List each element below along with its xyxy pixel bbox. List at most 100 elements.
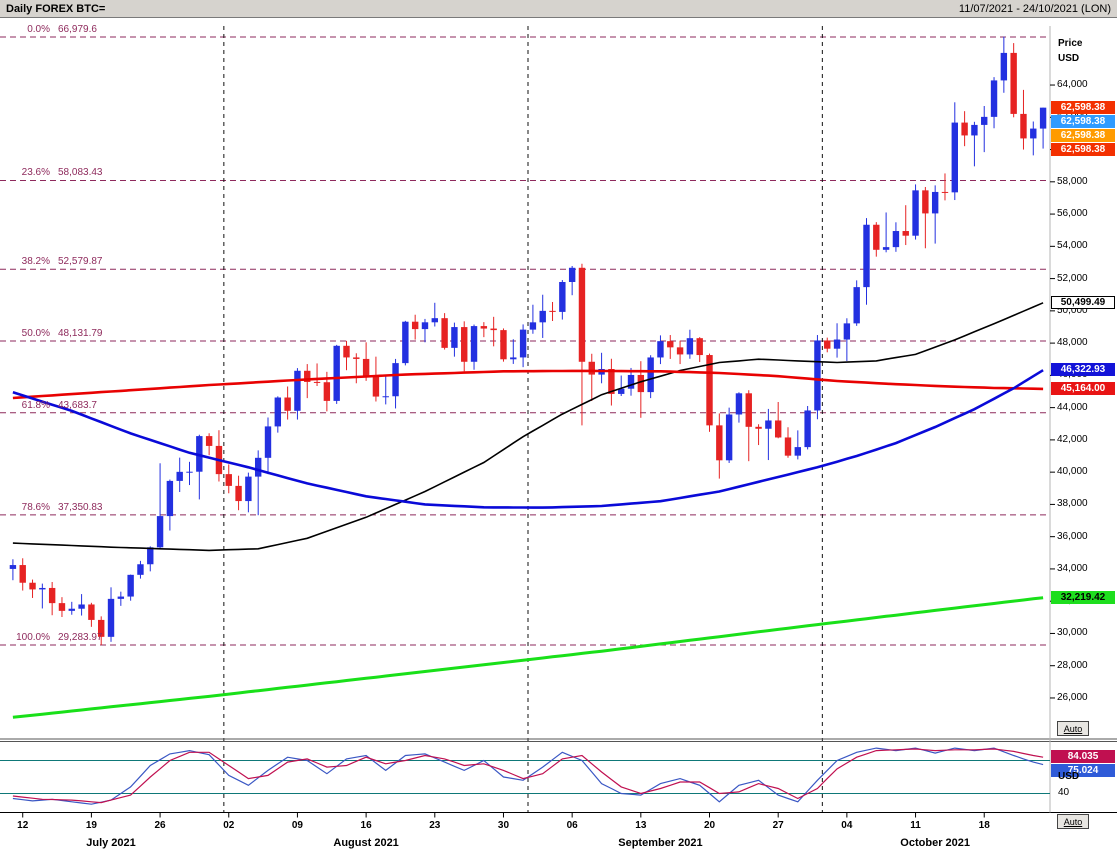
candle-down [48, 587, 56, 604]
ma-line-red [12, 369, 1044, 400]
candle-up [294, 370, 301, 411]
candle-up [735, 393, 743, 415]
candle-down [873, 224, 880, 250]
candle-up [166, 480, 174, 517]
candle-up [402, 321, 409, 364]
candle-up [137, 564, 144, 575]
candle-up [127, 574, 134, 597]
candle-up [931, 191, 939, 214]
candle-up [990, 80, 998, 117]
candle-up [176, 471, 183, 481]
candle-down [961, 122, 968, 136]
chart-title: Daily FOREX BTC= [6, 2, 106, 15]
candle-up [539, 310, 546, 323]
candle-up [1039, 107, 1047, 129]
candle-down [490, 328, 497, 331]
candle-up [519, 329, 527, 358]
oscillator-panel-auto-button[interactable]: Auto [1057, 814, 1089, 829]
candle-down [588, 361, 595, 375]
candle-up [618, 388, 625, 394]
candle-down [696, 338, 703, 356]
candle-up [254, 457, 262, 477]
candle-down [362, 358, 370, 377]
candle-down [1020, 113, 1027, 139]
candle-up [392, 363, 399, 397]
candle-up [804, 410, 811, 448]
candle-up [794, 447, 802, 456]
ma-line-green [12, 596, 1044, 719]
candle-up [647, 357, 654, 393]
price-axis-unit: USD [1058, 53, 1080, 64]
candle-down [500, 330, 507, 360]
price-axis-title: Price [1058, 38, 1083, 49]
candle-up [510, 357, 517, 360]
candle-up [264, 426, 272, 458]
candle-up [971, 124, 978, 136]
candle-up [627, 374, 635, 389]
candle-down [29, 582, 36, 590]
candle-down [637, 374, 645, 393]
candle-up [882, 247, 890, 250]
candle-down [745, 393, 752, 427]
candle-down [98, 619, 105, 637]
candle-down [549, 310, 556, 312]
candle-down [676, 347, 684, 355]
candle-up [186, 471, 193, 473]
oscillator-tick-label: 40 [1058, 787, 1070, 798]
candle-down [480, 326, 488, 329]
candle-up [68, 608, 75, 611]
candle-up [951, 122, 958, 193]
candle-up [431, 318, 438, 323]
candle-down [343, 345, 350, 358]
candle-down [313, 381, 321, 383]
candle-down [353, 357, 360, 359]
candle-up [156, 516, 164, 548]
candle-up [107, 598, 115, 637]
candle-up [451, 327, 458, 348]
ma-line-black [12, 302, 1044, 552]
candle-down [941, 191, 949, 193]
candle-up [333, 345, 340, 401]
candle-down [716, 425, 723, 461]
candle-up [39, 587, 46, 590]
candle-down [784, 437, 792, 456]
candle-down [706, 355, 713, 426]
candle-up [245, 476, 252, 502]
candle-down [411, 321, 419, 330]
main-panel-auto-button[interactable]: Auto [1057, 721, 1089, 736]
candle-down [1010, 52, 1017, 114]
candle-up [981, 116, 988, 125]
candle-up [421, 322, 429, 330]
candle-up [568, 267, 576, 282]
candle-down [225, 474, 232, 486]
candle-up [912, 190, 919, 236]
candle-up [765, 420, 772, 429]
ma-line-blue [12, 369, 1044, 509]
candle-down [578, 267, 586, 362]
candle-up [1000, 52, 1008, 81]
candle-down [284, 397, 291, 411]
candle-down [88, 604, 95, 620]
candle-down [608, 368, 615, 394]
candle-up [843, 323, 851, 340]
candle-down [58, 603, 66, 611]
candle-down [304, 370, 311, 382]
candle-down [902, 231, 909, 236]
candle-up [9, 565, 17, 569]
oscillator-axis-unit: USD [1058, 771, 1080, 782]
candle-up [892, 231, 900, 248]
candle-down [667, 341, 674, 348]
candle-up [686, 338, 694, 355]
candle-up [147, 547, 154, 565]
chart-header: Daily FOREX BTC= 11/07/2021 - 24/10/2021… [0, 0, 1117, 18]
candle-up [529, 322, 537, 330]
candle-up [470, 326, 478, 362]
candle-down [774, 420, 782, 438]
candle-up [657, 341, 664, 358]
candle-down [441, 318, 448, 348]
candle-up [863, 224, 870, 288]
chart-date-range: 11/07/2021 - 24/10/2021 (LON) [958, 2, 1111, 15]
candle-down [235, 485, 242, 502]
